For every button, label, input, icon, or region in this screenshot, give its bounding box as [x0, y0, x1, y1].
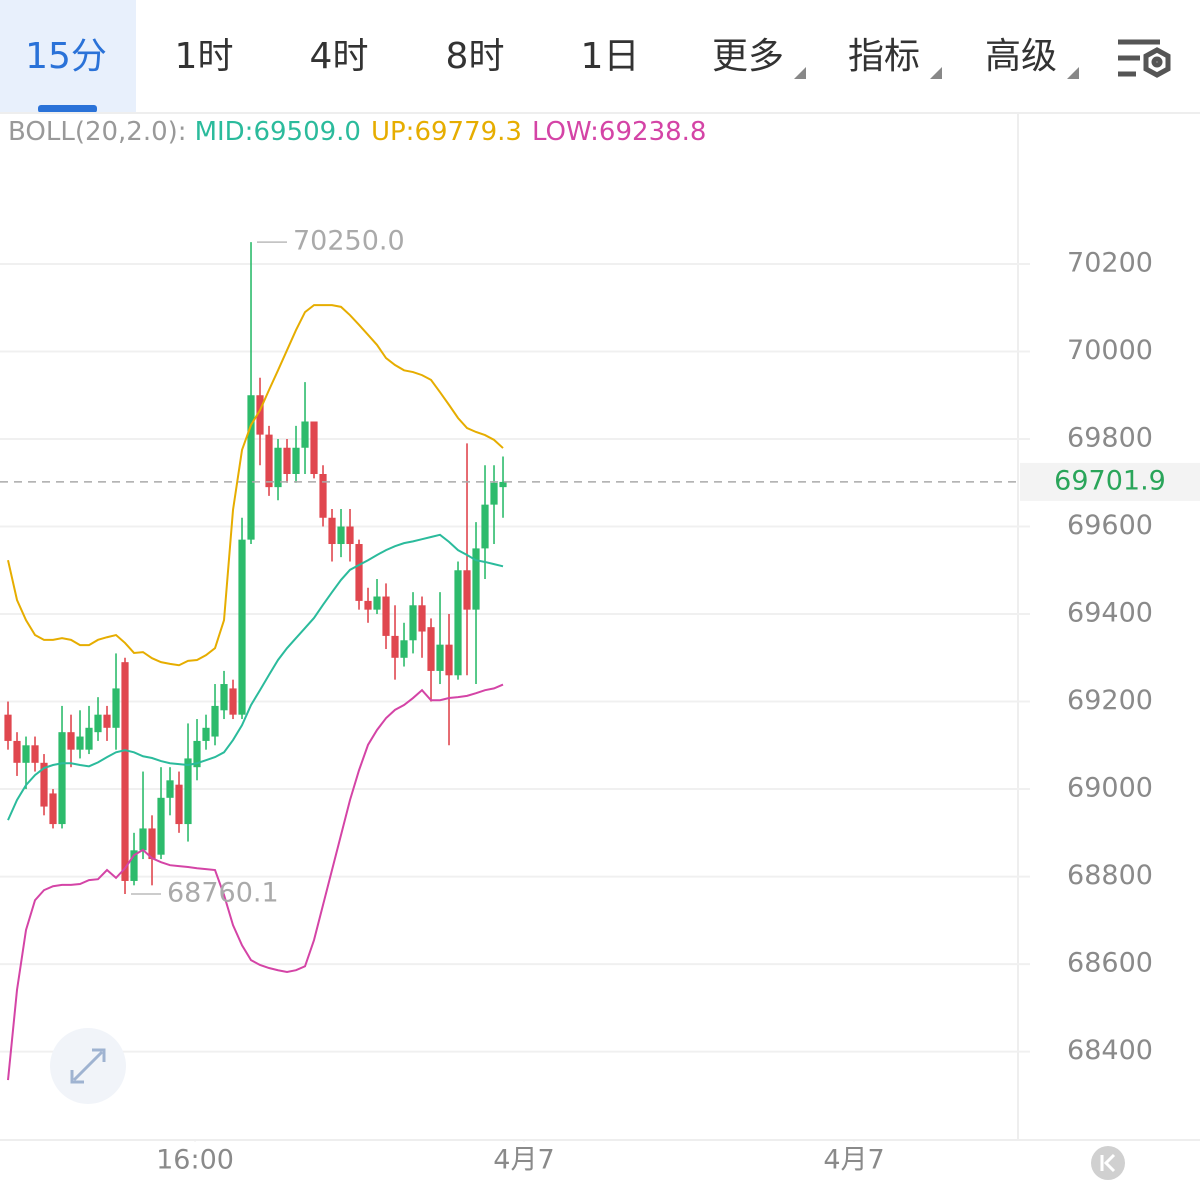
y-tick-label: 68400 — [1067, 1035, 1153, 1066]
tab[interactable]: 1时 — [175, 36, 234, 77]
candle-body — [265, 434, 273, 488]
candle-body — [130, 850, 138, 881]
band-line — [7, 304, 504, 667]
candle-body — [247, 395, 255, 540]
candle-body — [319, 474, 327, 518]
indicator-name: BOLL(20,2.0): — [8, 117, 187, 147]
candle-body — [121, 662, 129, 881]
candle-body — [463, 570, 471, 610]
y-tick-label: 69800 — [1067, 422, 1153, 453]
candle-body — [4, 714, 12, 741]
candle-body — [40, 762, 48, 807]
indicator-legend: BOLL(20,2.0): MID:69509.0 UP:69779.3 LOW:69… — [8, 117, 706, 147]
candle-body — [310, 421, 318, 475]
candle-body — [103, 714, 111, 728]
dropdown-arrow — [930, 67, 942, 79]
tab[interactable]: 高级 — [985, 36, 1057, 77]
candle-body — [229, 688, 237, 715]
candle-body — [472, 548, 480, 610]
legend-entry: MID:69509.0 — [195, 117, 361, 147]
annotation-label: 70250.0 — [293, 226, 405, 257]
tab[interactable]: 1日 — [581, 36, 640, 77]
tab[interactable]: 更多 — [712, 36, 784, 77]
legend-entry: UP:69779.3 — [371, 117, 522, 147]
dropdown-arrow — [794, 67, 806, 79]
tab[interactable]: 15分 — [25, 36, 107, 77]
y-tick-label: 69000 — [1067, 773, 1153, 804]
plot: 68400 68600 68800 69000 69200 69400 69600 69800… — [0, 226, 1200, 1176]
y-tick-label: 68800 — [1067, 860, 1153, 891]
y-tick-label: 68600 — [1067, 948, 1153, 979]
candle-body — [292, 447, 300, 475]
band-line — [7, 533, 504, 821]
candle-body — [67, 732, 75, 750]
candle-body — [184, 758, 192, 825]
tab[interactable]: 4时 — [310, 36, 369, 77]
candle-body — [337, 526, 345, 545]
annotation-label: 68760.1 — [167, 878, 279, 909]
candle-body — [364, 600, 372, 610]
tab-indicator — [38, 105, 97, 113]
candle-body — [400, 640, 408, 658]
candle-body — [58, 732, 66, 825]
candle-body — [256, 395, 264, 435]
current-price-box — [1020, 462, 1200, 501]
current-price-label: 69701.9 — [1054, 465, 1166, 496]
candle-body — [454, 570, 462, 676]
candle-body — [220, 684, 228, 711]
candle-body — [382, 596, 390, 636]
y-tick-label: 69600 — [1067, 510, 1153, 541]
candle-body — [355, 544, 363, 601]
expand-button[interactable] — [50, 1028, 126, 1104]
y-tick-label: 69200 — [1067, 685, 1153, 716]
y-tick-label: 70000 — [1067, 335, 1153, 366]
band-line — [7, 683, 504, 1081]
candle-body — [238, 539, 246, 715]
candle-body — [13, 740, 21, 763]
x-tick-label: 16:00 — [156, 1145, 234, 1176]
tab[interactable]: 指标 — [848, 36, 920, 77]
y-tick-label: 70200 — [1067, 247, 1153, 278]
x-tick-label: 4月7 — [823, 1145, 884, 1176]
candle-body — [157, 797, 165, 855]
candle-body — [274, 447, 282, 488]
candle-body — [436, 644, 444, 671]
candle-body — [283, 447, 291, 475]
candle-body — [481, 504, 489, 549]
collapse-button[interactable] — [1091, 1146, 1125, 1180]
candle-body — [94, 714, 102, 733]
y-tick-label: 69400 — [1067, 598, 1153, 629]
candle-body — [22, 745, 30, 763]
candle-body — [373, 596, 381, 610]
candle-body — [166, 780, 174, 798]
candle-body — [418, 605, 426, 632]
candle-body — [202, 727, 210, 741]
x-tick-label: 4月7 — [493, 1145, 554, 1176]
candle-body — [346, 526, 354, 545]
candle-body — [31, 745, 39, 763]
candle-body — [175, 784, 183, 825]
settings-icon[interactable] — [1118, 39, 1171, 78]
candle-body — [445, 644, 453, 676]
candle-body — [76, 736, 84, 750]
candle-body — [409, 605, 417, 641]
candle-body — [193, 740, 201, 768]
candle-body — [490, 482, 498, 505]
dropdown-arrow — [1067, 67, 1079, 79]
candle-body — [391, 635, 399, 658]
legend-entry: LOW:69238.8 — [532, 117, 706, 147]
candle-body — [427, 627, 435, 671]
candle-body — [85, 727, 93, 750]
candle-body — [301, 421, 309, 448]
tab[interactable]: 8时 — [446, 36, 505, 77]
selected-tab-bg — [0, 0, 136, 113]
candle-body — [139, 828, 147, 851]
candle-body — [499, 481, 507, 488]
candle-body — [112, 688, 120, 728]
candle-body — [49, 793, 57, 825]
candle-body — [211, 705, 219, 737]
candle-body — [148, 828, 156, 860]
candle-body — [328, 517, 336, 545]
